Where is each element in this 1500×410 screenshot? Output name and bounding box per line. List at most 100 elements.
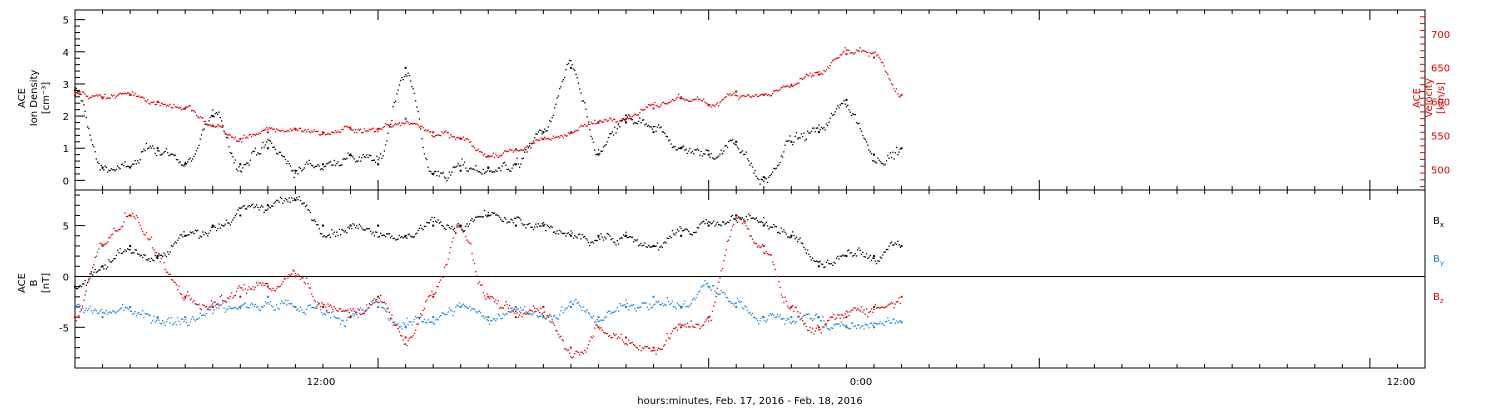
data-point xyxy=(346,231,348,234)
data-point xyxy=(764,320,766,322)
data-point xyxy=(741,307,744,309)
data-point xyxy=(522,224,525,226)
data-point xyxy=(274,131,277,133)
data-point xyxy=(253,133,255,136)
data-point xyxy=(800,77,803,80)
data-point xyxy=(506,313,508,315)
data-point xyxy=(817,127,819,129)
data-point xyxy=(597,122,600,125)
data-point xyxy=(619,120,621,122)
data-point xyxy=(203,128,205,130)
data-point xyxy=(467,138,469,141)
data-point xyxy=(79,311,81,313)
data-point xyxy=(400,334,402,337)
data-point xyxy=(316,305,318,307)
data-point xyxy=(780,227,783,229)
data-point xyxy=(168,154,170,157)
data-point xyxy=(374,299,377,301)
data-point xyxy=(769,174,771,177)
data-point xyxy=(900,321,903,324)
data-point xyxy=(602,146,605,148)
data-point xyxy=(284,158,287,161)
data-point xyxy=(542,315,545,317)
data-point xyxy=(844,313,846,315)
data-point xyxy=(541,313,543,315)
data-point xyxy=(897,322,899,324)
data-point xyxy=(121,252,124,254)
data-point xyxy=(460,306,462,308)
data-point xyxy=(200,134,203,136)
data-point xyxy=(266,295,269,298)
data-point xyxy=(152,101,154,104)
data-point xyxy=(95,310,97,312)
data-point xyxy=(850,114,853,117)
data-point xyxy=(105,309,108,312)
data-point xyxy=(178,237,180,239)
data-point xyxy=(405,74,407,76)
data-point xyxy=(609,117,611,119)
data-point xyxy=(725,296,727,298)
data-point xyxy=(113,168,115,171)
data-point xyxy=(602,239,605,241)
data-point xyxy=(103,268,105,270)
data-point xyxy=(212,312,214,315)
data-point xyxy=(289,303,292,305)
data-point xyxy=(800,317,803,320)
data-point xyxy=(785,319,788,321)
data-point xyxy=(898,297,900,299)
data-point xyxy=(446,313,448,315)
data-point xyxy=(605,143,607,146)
top-ytick-label: 5 xyxy=(63,16,69,27)
data-point xyxy=(114,311,116,313)
data-point xyxy=(530,147,532,149)
data-point xyxy=(656,349,659,351)
data-point xyxy=(269,301,272,303)
data-point xyxy=(308,131,310,133)
data-point xyxy=(341,164,343,166)
data-point xyxy=(760,246,762,248)
data-point xyxy=(642,302,645,304)
data-point xyxy=(785,233,788,235)
data-point xyxy=(515,148,517,151)
data-point xyxy=(675,308,677,310)
data-point xyxy=(84,310,86,312)
data-point xyxy=(415,100,417,102)
data-point xyxy=(279,196,282,199)
data-point xyxy=(684,99,686,102)
data-point xyxy=(597,234,600,237)
data-point xyxy=(207,309,209,311)
data-point xyxy=(508,221,511,223)
data-point xyxy=(646,345,649,348)
data-point xyxy=(718,155,720,157)
data-point xyxy=(731,139,734,141)
data-point xyxy=(79,91,81,93)
data-point xyxy=(357,227,359,229)
data-point xyxy=(314,165,317,168)
data-point xyxy=(523,151,526,153)
data-point xyxy=(284,299,287,301)
data-point xyxy=(854,252,856,255)
data-point xyxy=(155,252,158,254)
data-point xyxy=(423,307,426,310)
data-point xyxy=(235,307,238,310)
data-point xyxy=(438,281,441,283)
data-point xyxy=(85,307,87,310)
data-point xyxy=(768,254,770,256)
data-point xyxy=(709,156,711,158)
data-point xyxy=(810,75,813,78)
data-point xyxy=(327,234,329,237)
data-point xyxy=(104,93,106,96)
data-point xyxy=(418,317,421,319)
data-point xyxy=(233,306,235,309)
data-point xyxy=(304,283,307,285)
data-point xyxy=(277,153,279,155)
data-point xyxy=(545,318,547,320)
data-point xyxy=(865,308,868,310)
data-point xyxy=(237,308,239,310)
data-point xyxy=(309,162,312,165)
data-point xyxy=(205,123,208,125)
data-point xyxy=(110,261,113,263)
data-point xyxy=(337,161,339,163)
data-point xyxy=(515,217,517,220)
data-point xyxy=(116,165,119,167)
